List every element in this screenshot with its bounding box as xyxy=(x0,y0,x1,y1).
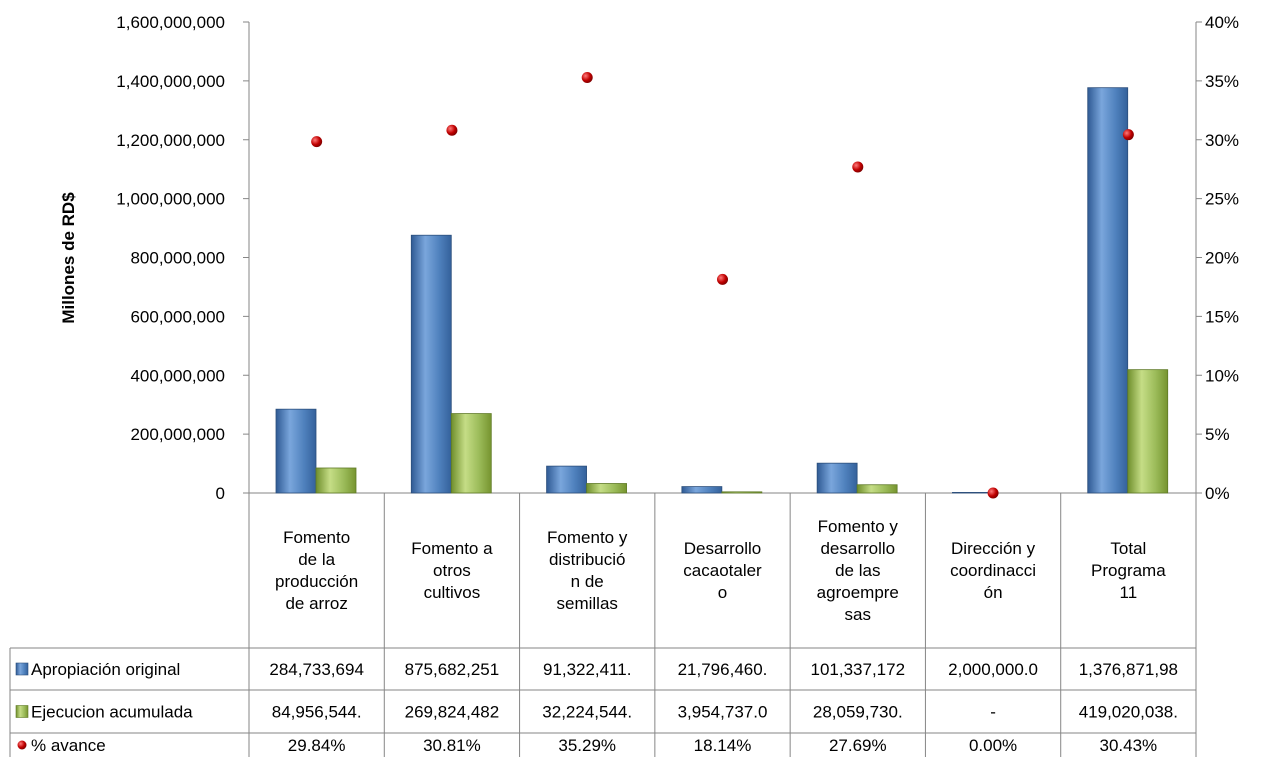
table-cell: 21,796,460. xyxy=(678,660,768,679)
legend-label: Apropiación original xyxy=(31,660,180,679)
right-tick-label: 0% xyxy=(1205,484,1230,503)
legend-label: % avance xyxy=(31,736,106,755)
category-label: Dirección y xyxy=(951,539,1036,558)
category-label: de arroz xyxy=(285,594,347,613)
left-tick-label: 600,000,000 xyxy=(130,307,225,326)
table-cell: - xyxy=(990,703,996,722)
table-cell: 91,322,411. xyxy=(543,660,632,679)
left-tick-label: 1,400,000,000 xyxy=(116,72,225,91)
bar-apropiacion xyxy=(682,487,722,493)
table-cell: 3,954,737.0 xyxy=(678,703,768,722)
table-cell: 101,337,172 xyxy=(811,660,906,679)
axes xyxy=(243,22,1202,493)
table-cell: 419,020,038. xyxy=(1079,703,1178,722)
category-label: coordinacci xyxy=(950,561,1036,580)
table-cell: 29.84% xyxy=(288,736,346,755)
bar-apropiacion xyxy=(547,466,587,493)
point-avance xyxy=(311,136,322,147)
bar-ejecucion xyxy=(316,468,356,493)
point-avance xyxy=(717,274,728,285)
table-cell: 30.81% xyxy=(423,736,481,755)
table-cell: 284,733,694 xyxy=(269,660,364,679)
bar-apropiacion xyxy=(411,235,451,493)
category-label: distribució xyxy=(549,550,626,569)
right-tick-label: 5% xyxy=(1205,425,1230,444)
category-label: cacaotaler xyxy=(683,561,762,580)
table-cell: 27.69% xyxy=(829,736,887,755)
bar-apropiacion xyxy=(276,409,316,493)
bar-apropiacion xyxy=(1088,88,1128,493)
table-cell: 30.43% xyxy=(1100,736,1158,755)
point-avance xyxy=(1123,129,1134,140)
left-tick-label: 400,000,000 xyxy=(130,366,225,385)
category-label: Total xyxy=(1110,539,1146,558)
y-axis-title: Millones de RD$ xyxy=(59,192,78,324)
table-cell: 1,376,871,98 xyxy=(1079,660,1178,679)
right-tick-label: 15% xyxy=(1205,307,1239,326)
point-avance xyxy=(582,72,593,83)
left-tick-label: 1,000,000,000 xyxy=(116,190,225,209)
bar-ejecucion xyxy=(1128,370,1168,493)
category-label: sas xyxy=(845,605,871,624)
category-label: cultivos xyxy=(424,583,481,602)
table-cell: 269,824,482 xyxy=(405,703,500,722)
bar-ejecucion xyxy=(587,484,627,493)
legend-marker-apropiacion xyxy=(16,663,28,675)
right-tick-label: 10% xyxy=(1205,366,1239,385)
category-label: agroempre xyxy=(817,583,899,602)
bar-apropiacion xyxy=(952,492,992,493)
category-label: de la xyxy=(298,550,335,569)
category-label: Programa xyxy=(1091,561,1166,580)
legend-marker-avance xyxy=(18,741,27,750)
category-label: Fomento xyxy=(283,528,350,547)
point-avance xyxy=(988,488,999,499)
table-cell: 18.14% xyxy=(694,736,752,755)
table-cell: 28,059,730. xyxy=(813,703,903,722)
category-label: o xyxy=(718,583,727,602)
table-cell: 32,224,544. xyxy=(542,703,632,722)
right-tick-label: 40% xyxy=(1205,13,1239,32)
category-label: otros xyxy=(433,561,471,580)
labels: 0 200,000,000 400,000,000 600,000,000 800,00… xyxy=(16,13,1239,755)
bar-ejecucion xyxy=(722,492,762,493)
category-label: Desarrollo xyxy=(684,539,761,558)
category-label: desarrollo xyxy=(820,539,895,558)
bar-apropiacion xyxy=(817,463,857,493)
category-label: Fomento y xyxy=(818,517,899,536)
category-label: de las xyxy=(835,561,880,580)
right-tick-label: 35% xyxy=(1205,72,1239,91)
category-label: Fomento y xyxy=(547,528,628,547)
bar-ejecucion xyxy=(857,485,897,493)
legend-label: Ejecucion acumulada xyxy=(31,703,193,722)
table-cell: 35.29% xyxy=(558,736,616,755)
table-cell: 2,000,000.0 xyxy=(948,660,1038,679)
table-cell: 0.00% xyxy=(969,736,1017,755)
bars xyxy=(276,88,1168,493)
right-tick-label: 25% xyxy=(1205,190,1239,209)
table-cell: 875,682,251 xyxy=(405,660,500,679)
left-tick-label: 200,000,000 xyxy=(130,425,225,444)
category-label: ón xyxy=(984,583,1003,602)
category-label: Fomento a xyxy=(411,539,493,558)
legend-marker-ejecucion xyxy=(16,706,28,718)
point-avance xyxy=(852,161,863,172)
point-avance xyxy=(446,125,457,136)
category-label: semillas xyxy=(557,594,618,613)
category-label: 11 xyxy=(1120,583,1138,602)
bar-ejecucion xyxy=(451,414,491,493)
right-tick-label: 30% xyxy=(1205,131,1239,150)
left-tick-label: 800,000,000 xyxy=(130,249,225,268)
table-cell: 84,956,544. xyxy=(272,703,362,722)
left-tick-label: 0 xyxy=(216,484,225,503)
category-label: n de xyxy=(571,572,604,591)
left-tick-label: 1,600,000,000 xyxy=(116,13,225,32)
right-tick-label: 20% xyxy=(1205,249,1239,268)
left-tick-label: 1,200,000,000 xyxy=(116,131,225,150)
category-label: producción xyxy=(275,572,358,591)
